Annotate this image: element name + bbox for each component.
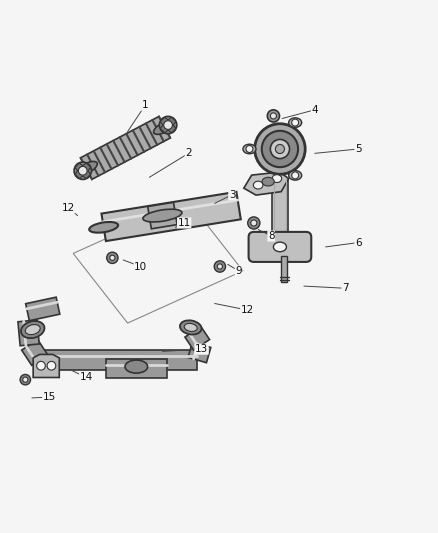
Ellipse shape — [154, 120, 176, 134]
Text: 3: 3 — [229, 190, 235, 200]
Ellipse shape — [184, 324, 197, 332]
Ellipse shape — [272, 175, 282, 182]
Circle shape — [267, 110, 279, 122]
Circle shape — [74, 162, 92, 180]
Ellipse shape — [21, 321, 45, 338]
Circle shape — [47, 361, 56, 370]
Ellipse shape — [125, 360, 148, 373]
Ellipse shape — [75, 161, 97, 176]
Text: 6: 6 — [355, 238, 362, 247]
Text: 15: 15 — [42, 392, 56, 402]
Text: 14: 14 — [80, 373, 93, 383]
Polygon shape — [40, 351, 197, 370]
Circle shape — [78, 166, 87, 175]
Circle shape — [254, 124, 305, 174]
Circle shape — [246, 146, 253, 152]
Text: 13: 13 — [195, 344, 208, 354]
Polygon shape — [18, 320, 39, 346]
Text: 1: 1 — [142, 100, 148, 110]
Circle shape — [251, 220, 257, 226]
Text: 7: 7 — [342, 283, 349, 293]
Ellipse shape — [253, 181, 263, 189]
Ellipse shape — [273, 242, 286, 252]
Circle shape — [270, 113, 276, 119]
Ellipse shape — [143, 209, 182, 222]
Circle shape — [292, 172, 299, 179]
Text: 4: 4 — [311, 105, 318, 115]
Text: 10: 10 — [134, 262, 147, 271]
Circle shape — [262, 131, 298, 167]
Polygon shape — [272, 180, 288, 238]
Text: 8: 8 — [268, 231, 275, 241]
Polygon shape — [102, 192, 241, 241]
Ellipse shape — [89, 222, 118, 233]
Polygon shape — [188, 342, 211, 362]
Ellipse shape — [180, 320, 201, 335]
Polygon shape — [33, 354, 59, 377]
Ellipse shape — [289, 171, 302, 180]
Circle shape — [37, 361, 46, 370]
Circle shape — [270, 140, 290, 159]
Polygon shape — [26, 297, 60, 321]
Polygon shape — [244, 172, 289, 195]
Polygon shape — [81, 116, 170, 179]
Circle shape — [107, 252, 118, 263]
Ellipse shape — [262, 177, 274, 186]
Circle shape — [217, 264, 223, 269]
Circle shape — [23, 377, 28, 382]
Circle shape — [110, 255, 115, 261]
Text: 5: 5 — [355, 144, 362, 154]
Circle shape — [164, 120, 173, 130]
Polygon shape — [75, 163, 91, 179]
Polygon shape — [21, 340, 48, 365]
Polygon shape — [106, 359, 167, 378]
Ellipse shape — [25, 325, 40, 335]
Circle shape — [276, 144, 284, 154]
Text: 12: 12 — [62, 203, 75, 213]
Circle shape — [20, 375, 31, 385]
Polygon shape — [160, 117, 176, 133]
Text: 2: 2 — [185, 148, 192, 158]
Bar — [281, 256, 287, 282]
Ellipse shape — [243, 144, 256, 154]
FancyBboxPatch shape — [249, 232, 311, 262]
Text: 9: 9 — [235, 266, 242, 276]
Circle shape — [214, 261, 226, 272]
Polygon shape — [185, 327, 209, 350]
Circle shape — [248, 217, 260, 229]
Ellipse shape — [289, 118, 302, 127]
Circle shape — [159, 116, 177, 134]
Text: 11: 11 — [177, 218, 191, 228]
Polygon shape — [148, 203, 177, 229]
Text: 12: 12 — [240, 305, 254, 315]
Circle shape — [292, 119, 299, 126]
